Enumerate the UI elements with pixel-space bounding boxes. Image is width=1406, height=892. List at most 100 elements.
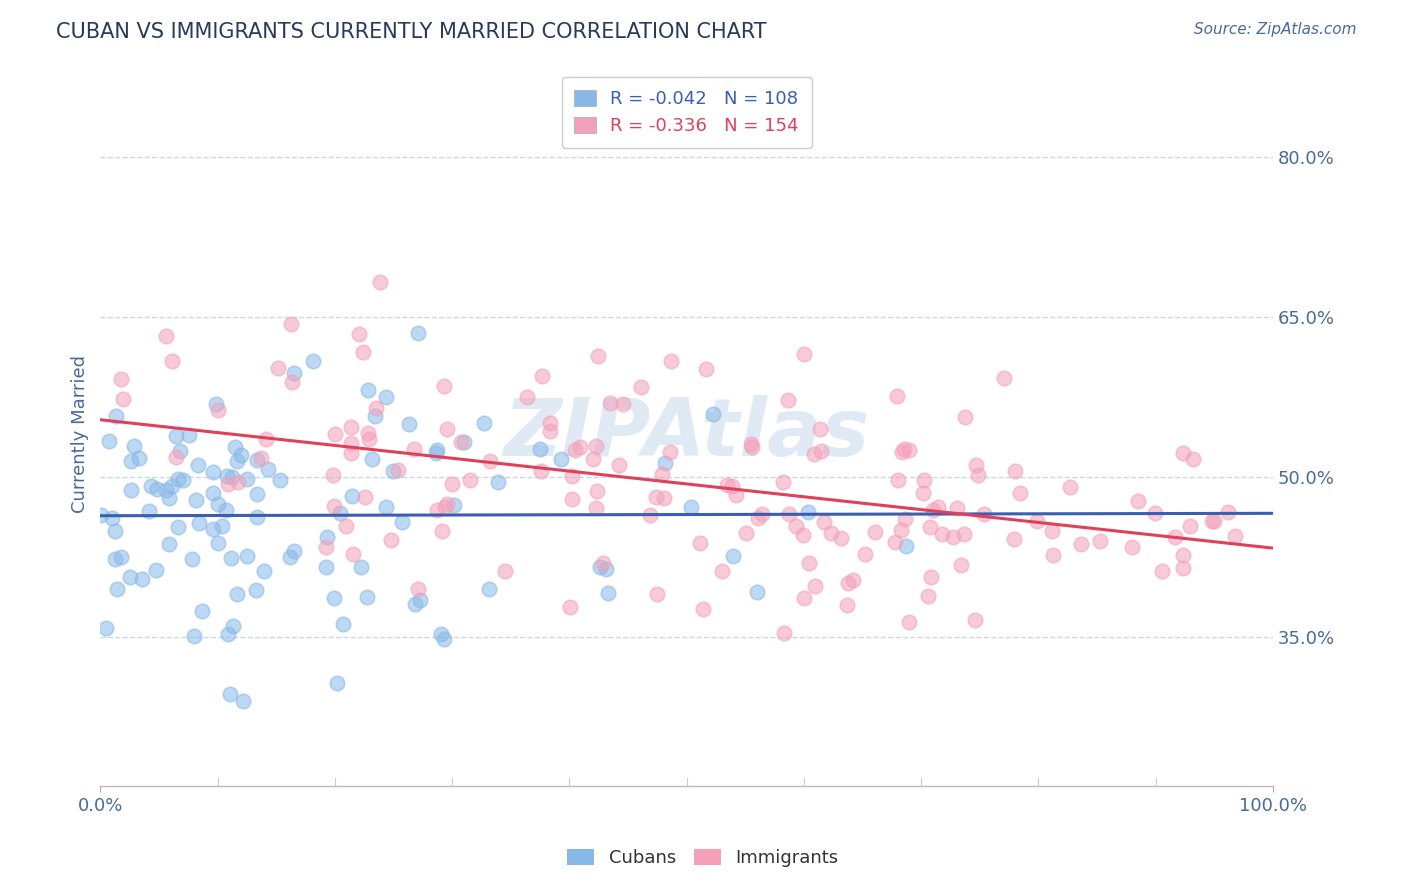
Point: [450, 435, 472, 450]
Point: [322, 468, 344, 483]
Point: [104, 524, 127, 538]
Point: [853, 547, 876, 561]
Point: [883, 535, 905, 549]
Point: [478, 453, 501, 467]
Point: [886, 389, 908, 403]
Point: [165, 450, 187, 464]
Point: [586, 484, 609, 499]
Point: [90, 508, 112, 522]
Point: [280, 317, 302, 331]
Point: [246, 487, 269, 501]
Point: [340, 445, 363, 459]
Point: [315, 540, 337, 554]
Point: [797, 557, 820, 571]
Point: [751, 508, 773, 522]
Point: [458, 473, 481, 487]
Point: [776, 392, 799, 407]
Point: [443, 498, 465, 512]
Point: [202, 522, 225, 536]
Point: [429, 626, 451, 640]
Point: [221, 470, 243, 484]
Point: [322, 591, 344, 606]
Point: [658, 445, 681, 459]
Point: [172, 473, 194, 487]
Point: [1025, 514, 1047, 528]
Legend: R = -0.042   N = 108, R = -0.336   N = 154: R = -0.042 N = 108, R = -0.336 N = 154: [561, 77, 811, 148]
Point: [530, 369, 553, 384]
Point: [283, 543, 305, 558]
Point: [146, 482, 169, 496]
Point: [813, 515, 835, 529]
Point: [183, 628, 205, 642]
Point: [586, 349, 609, 363]
Point: [973, 507, 995, 521]
Point: [540, 424, 562, 438]
Point: [949, 558, 972, 573]
Point: [354, 490, 377, 504]
Point: [1008, 486, 1031, 500]
Point: [252, 564, 274, 578]
Point: [1201, 514, 1223, 528]
Point: [357, 383, 380, 397]
Point: [315, 560, 337, 574]
Point: [472, 416, 495, 430]
Point: [342, 547, 364, 561]
Point: [246, 452, 269, 467]
Point: [232, 694, 254, 708]
Point: [558, 599, 581, 614]
Point: [105, 409, 128, 423]
Point: [257, 461, 280, 475]
Text: Source: ZipAtlas.com: Source: ZipAtlas.com: [1194, 22, 1357, 37]
Point: [692, 601, 714, 615]
Point: [391, 515, 413, 529]
Point: [436, 422, 458, 436]
Point: [190, 604, 212, 618]
Point: [894, 511, 917, 525]
Point: [316, 530, 339, 544]
Point: [426, 502, 449, 516]
Point: [340, 489, 363, 503]
Point: [1216, 505, 1239, 519]
Point: [430, 524, 453, 539]
Point: [128, 451, 150, 466]
Point: [796, 505, 818, 519]
Point: [110, 372, 132, 386]
Point: [1070, 537, 1092, 551]
Point: [561, 468, 583, 483]
Point: [1004, 463, 1026, 477]
Point: [155, 483, 177, 498]
Point: [702, 407, 724, 421]
Point: [207, 497, 229, 511]
Point: [301, 354, 323, 368]
Point: [105, 582, 128, 596]
Point: [912, 486, 935, 500]
Point: [432, 379, 454, 393]
Point: [561, 492, 583, 507]
Point: [453, 434, 475, 449]
Point: [118, 570, 141, 584]
Text: ZIPAtlas: ZIPAtlas: [503, 395, 870, 473]
Point: [226, 454, 249, 468]
Point: [217, 468, 239, 483]
Point: [810, 422, 832, 436]
Point: [1204, 514, 1226, 528]
Point: [1040, 524, 1063, 538]
Point: [224, 440, 246, 454]
Point: [281, 376, 304, 390]
Point: [217, 477, 239, 491]
Point: [359, 432, 381, 446]
Point: [792, 528, 814, 542]
Point: [835, 598, 858, 612]
Point: [406, 326, 429, 340]
Point: [630, 380, 652, 394]
Point: [398, 417, 420, 431]
Point: [364, 409, 387, 423]
Point: [659, 353, 682, 368]
Point: [488, 475, 510, 489]
Point: [340, 435, 363, 450]
Point: [538, 417, 561, 431]
Point: [283, 366, 305, 380]
Point: [747, 511, 769, 525]
Point: [607, 458, 630, 473]
Point: [426, 443, 449, 458]
